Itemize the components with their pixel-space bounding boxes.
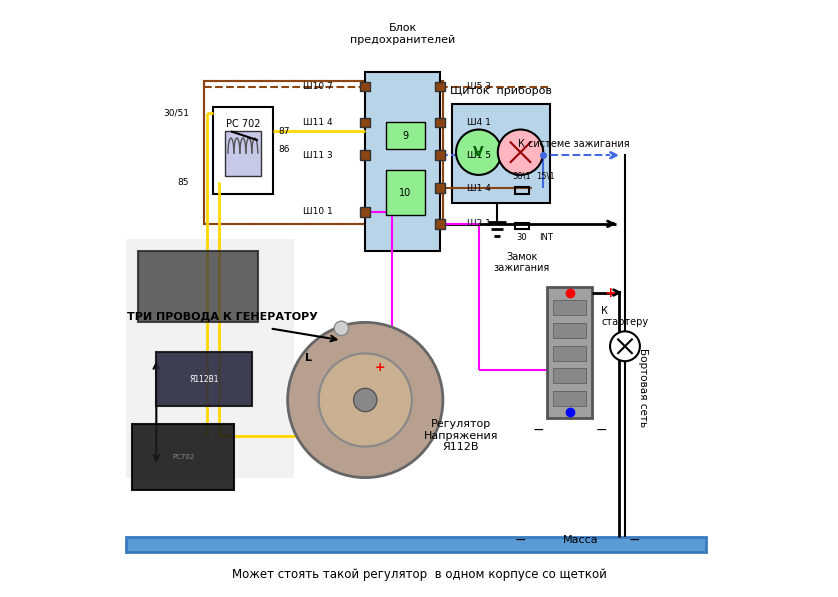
Text: Ш2 1: Ш2 1 xyxy=(467,219,490,229)
Bar xyxy=(213,107,272,194)
Text: Ш10 7: Ш10 7 xyxy=(303,82,333,91)
Bar xyxy=(547,287,592,418)
Text: Щиток  приборов: Щиток приборов xyxy=(450,85,552,96)
Bar xyxy=(225,131,261,176)
Text: −: − xyxy=(628,533,639,547)
Bar xyxy=(127,537,706,552)
Text: Масса: Масса xyxy=(562,536,598,545)
Bar xyxy=(386,122,425,149)
Circle shape xyxy=(354,388,377,412)
Bar xyxy=(435,219,445,229)
Text: Ш1 5: Ш1 5 xyxy=(467,150,491,160)
Bar xyxy=(127,239,293,478)
Text: Может стоять такой регулятор  в одном корпусе со щеткой: Может стоять такой регулятор в одном кор… xyxy=(231,568,607,581)
Text: V: V xyxy=(473,145,484,159)
Bar xyxy=(553,368,586,383)
Circle shape xyxy=(318,353,411,447)
Text: Регулятор
Напряжения
Я112В: Регулятор Напряжения Я112В xyxy=(423,419,498,453)
Text: К системе зажигания: К системе зажигания xyxy=(519,140,630,149)
Bar xyxy=(435,183,445,193)
Text: 87: 87 xyxy=(279,127,290,136)
Circle shape xyxy=(334,321,349,336)
Bar xyxy=(365,72,440,251)
Bar xyxy=(452,104,551,203)
Bar xyxy=(360,118,370,127)
Text: РС 702: РС 702 xyxy=(225,119,260,130)
Text: Бортовая сеть: Бортовая сеть xyxy=(638,349,648,427)
Text: 9: 9 xyxy=(402,131,408,141)
Bar xyxy=(386,170,425,215)
Text: К
стартеру: К стартеру xyxy=(601,306,649,327)
Bar xyxy=(435,118,445,127)
Text: 30/51: 30/51 xyxy=(163,109,189,118)
Bar xyxy=(435,150,445,160)
Text: +: + xyxy=(604,285,616,300)
Bar xyxy=(132,424,234,490)
Text: INT: INT xyxy=(539,232,552,242)
Bar xyxy=(138,251,258,322)
Bar xyxy=(360,82,370,91)
Text: −: − xyxy=(533,423,544,437)
Text: 30\1: 30\1 xyxy=(512,171,531,181)
Circle shape xyxy=(456,130,501,175)
Text: Замок
зажигания: Замок зажигания xyxy=(494,252,550,273)
Text: 10: 10 xyxy=(399,188,411,198)
Text: Ш1 4: Ш1 4 xyxy=(467,183,490,193)
Text: Ш10 1: Ш10 1 xyxy=(303,207,333,217)
Text: Ш11 4: Ш11 4 xyxy=(303,118,333,127)
Circle shape xyxy=(287,322,442,478)
Text: 15\1: 15\1 xyxy=(536,171,555,181)
Bar xyxy=(553,391,586,406)
Text: Я112В1: Я112В1 xyxy=(189,374,219,384)
Text: +: + xyxy=(375,361,385,374)
Bar xyxy=(360,150,370,160)
Bar xyxy=(553,300,586,315)
Text: −: − xyxy=(515,533,526,547)
Text: −: − xyxy=(595,423,607,437)
Text: 85: 85 xyxy=(178,177,189,187)
Text: Ш4 1: Ш4 1 xyxy=(467,118,490,127)
Text: РС702: РС702 xyxy=(172,454,194,460)
Text: L: L xyxy=(305,353,312,363)
Text: ТРИ ПРОВОДА К ГЕНЕРАТОРУ: ТРИ ПРОВОДА К ГЕНЕРАТОРУ xyxy=(127,312,318,321)
Circle shape xyxy=(498,130,543,175)
Bar xyxy=(515,187,530,194)
Text: Ш5 3: Ш5 3 xyxy=(467,82,491,91)
Bar xyxy=(553,323,586,338)
Bar xyxy=(157,352,252,406)
Bar xyxy=(204,81,442,224)
Text: 30: 30 xyxy=(516,232,527,242)
Bar xyxy=(360,207,370,217)
Bar xyxy=(435,82,445,91)
Text: 86: 86 xyxy=(279,144,290,154)
Bar xyxy=(553,346,586,361)
Text: Ш11 3: Ш11 3 xyxy=(303,150,333,160)
Circle shape xyxy=(610,331,640,361)
Text: Блок
предохранителей: Блок предохранителей xyxy=(350,23,455,45)
Bar xyxy=(515,223,530,229)
